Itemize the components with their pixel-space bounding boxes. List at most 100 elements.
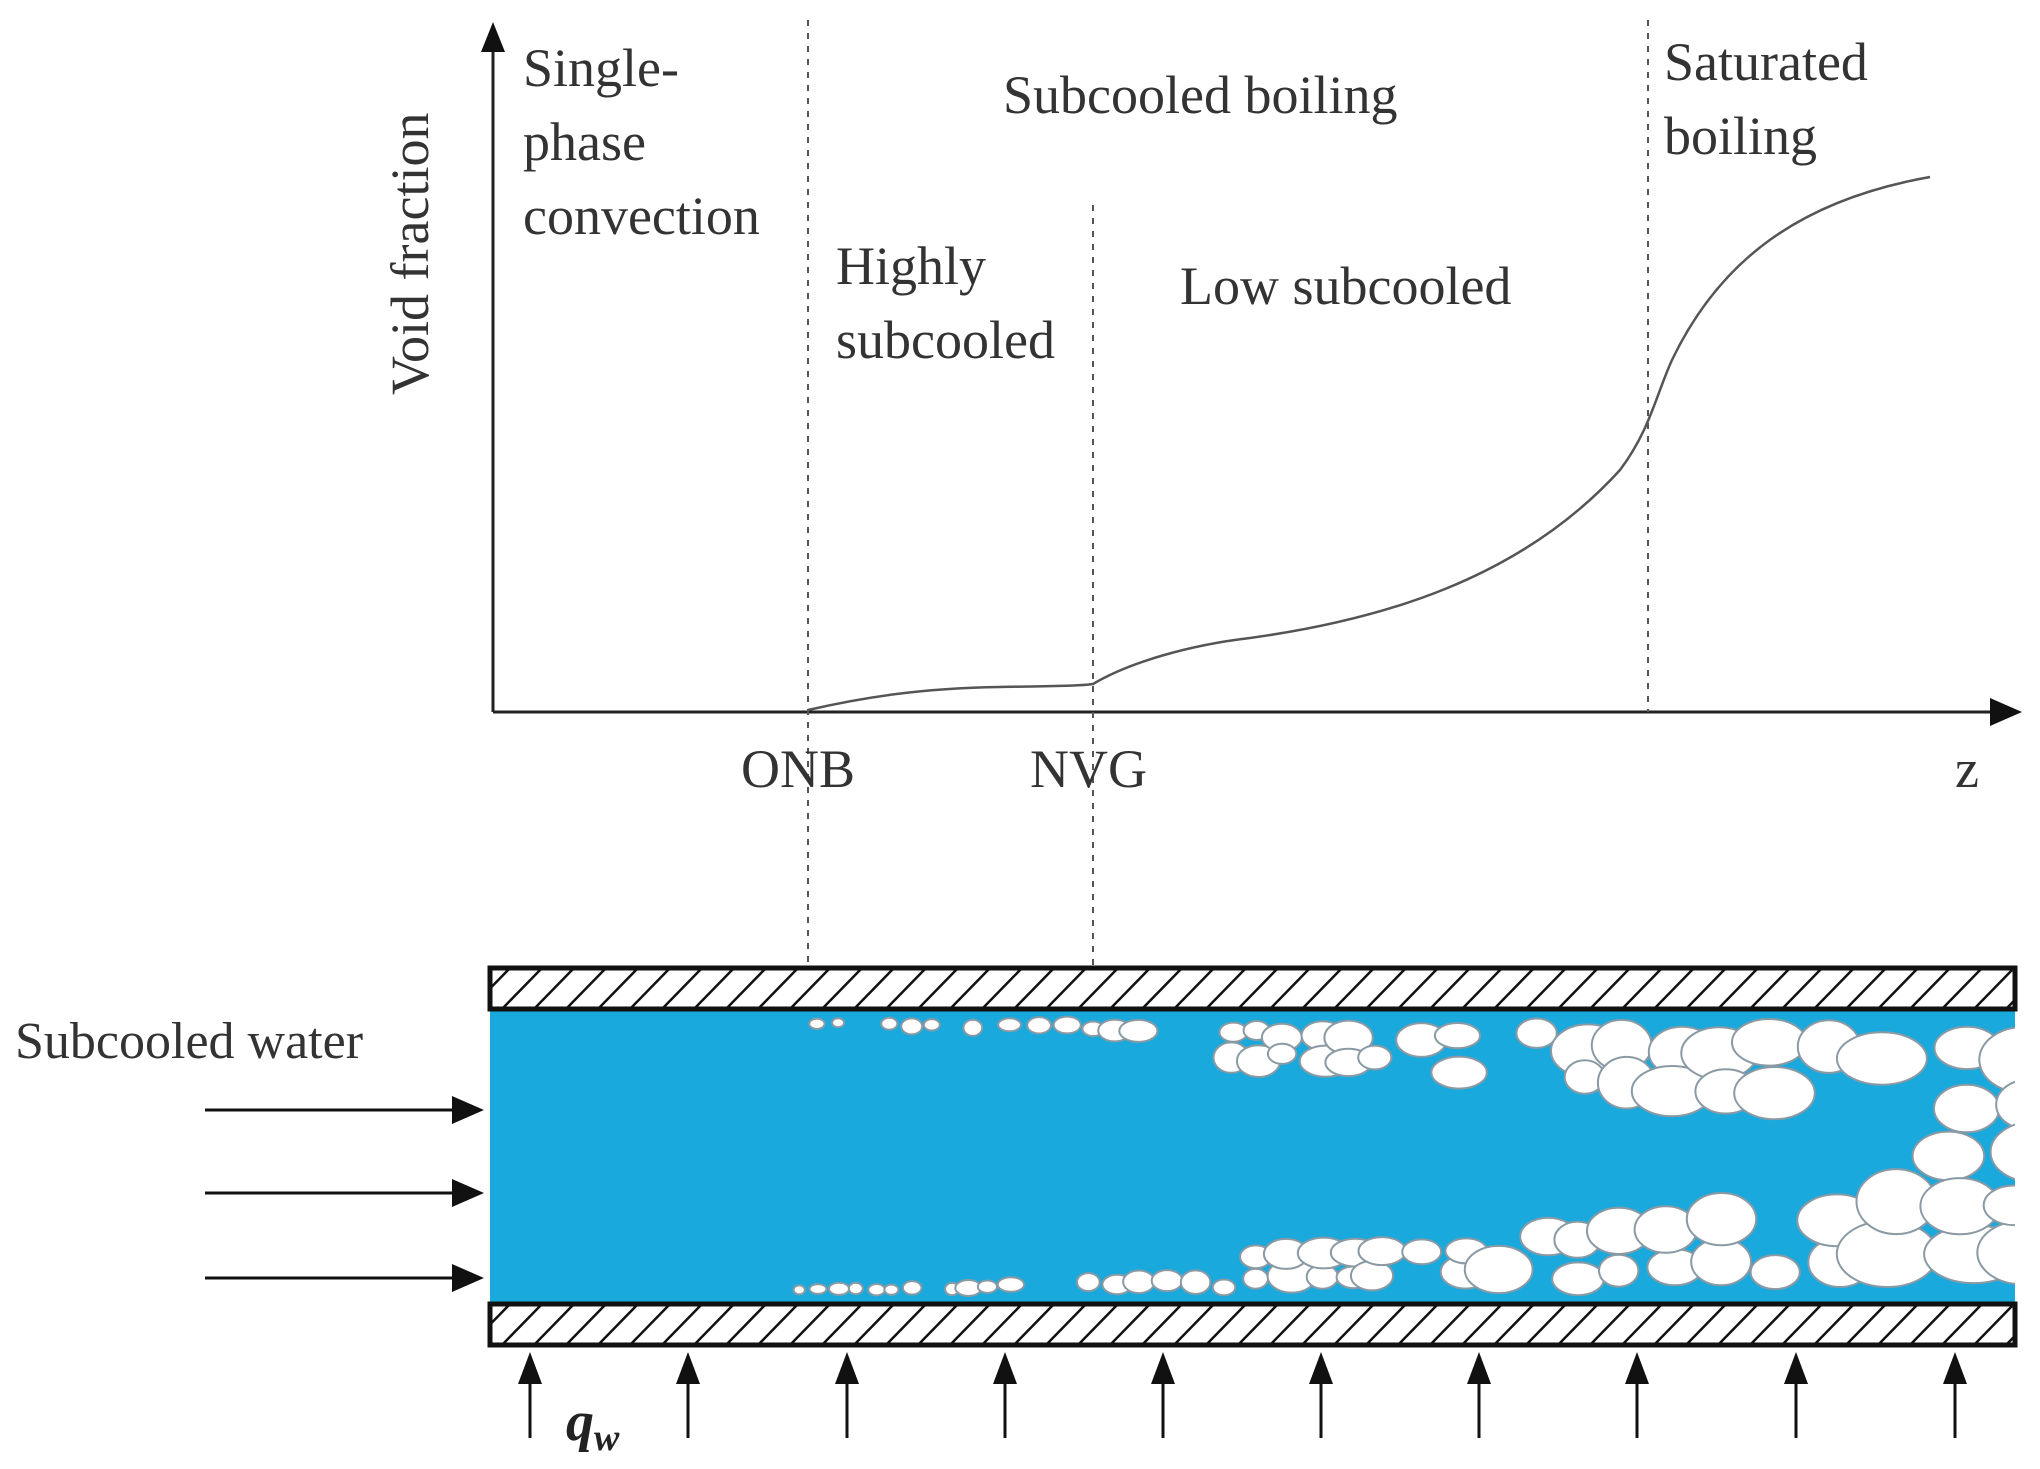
hatch-line	[725, 1304, 767, 1345]
hatch-line	[1653, 968, 1695, 1009]
vapor-bubble	[996, 1276, 1026, 1293]
hatch-line	[1717, 968, 1759, 1009]
hatch-line	[1685, 968, 1727, 1009]
hatch-line	[1813, 1304, 1855, 1345]
hatch-line	[1749, 1304, 1791, 1345]
hatch-line	[1653, 1304, 1695, 1345]
y-axis-label: Void fraction	[380, 113, 440, 395]
vapor-bubble	[1989, 1123, 2015, 1181]
heat-flux-arrowhead	[1784, 1352, 1808, 1384]
single-phase-line-3: convection	[523, 186, 760, 246]
hatch-line	[1429, 1304, 1471, 1345]
hatch-line	[597, 968, 639, 1009]
hatch-line	[1365, 1304, 1407, 1345]
vapor-bubble	[1933, 1083, 2001, 1134]
heat-flux-arrowhead	[676, 1352, 700, 1384]
hatch-line	[661, 968, 703, 1009]
hatch-line	[565, 968, 607, 1009]
hatch-line	[1877, 968, 1919, 1009]
hatch-line	[1589, 1304, 1631, 1345]
heat-flux-arrowhead	[1309, 1352, 1333, 1384]
hatch-line	[1333, 1304, 1375, 1345]
hatch-line	[981, 968, 1023, 1009]
heat-flux-arrowhead	[1943, 1352, 1967, 1384]
hatch-line	[1877, 1304, 1919, 1345]
hatch-line	[949, 968, 991, 1009]
vapor-bubble	[1685, 1192, 1758, 1247]
hatch-line	[917, 968, 959, 1009]
hatch-line	[1045, 1304, 1087, 1345]
vapor-bubble	[1515, 1017, 1558, 1049]
hatch-line	[1621, 968, 1663, 1009]
y-axis-arrowhead	[481, 22, 505, 52]
hatch-line	[821, 1304, 863, 1345]
onb-label: ONB	[741, 739, 855, 799]
plot-axes	[481, 22, 2022, 726]
vapor-bubble	[1433, 1022, 1482, 1050]
inlet-arrowhead-1	[452, 1096, 484, 1124]
hatch-line	[1461, 1304, 1503, 1345]
hatch-line	[629, 968, 671, 1009]
highly-subcooled-line-2: subcooled	[836, 310, 1055, 370]
vapor-bubble	[1551, 1261, 1605, 1297]
vapor-bubble	[1150, 1269, 1184, 1293]
hatch-line	[1173, 1304, 1215, 1345]
hatch-line	[789, 1304, 831, 1345]
vapor-bubble	[1463, 1244, 1534, 1295]
hatch-line	[1397, 1304, 1439, 1345]
hatch-line	[501, 1304, 543, 1345]
hatch-line	[981, 1304, 1023, 1345]
hatch-line	[949, 1304, 991, 1345]
vapor-bubble	[867, 1283, 886, 1297]
vapor-bubble	[1430, 1055, 1488, 1090]
hatch-line	[1941, 968, 1983, 1009]
heat-flux-arrowhead	[835, 1352, 859, 1384]
hatch-line	[1429, 968, 1471, 1009]
hatch-line	[853, 1304, 895, 1345]
vapor-bubble	[880, 1016, 899, 1031]
hatch-line	[917, 1304, 959, 1345]
vapor-bubble	[1357, 1044, 1393, 1071]
saturated-boiling-label: Saturated boiling	[1664, 32, 1868, 166]
hatch-line	[1557, 1304, 1599, 1345]
hatch-line	[693, 1304, 735, 1345]
hatch-line	[1845, 968, 1887, 1009]
hatch-line	[1781, 968, 1823, 1009]
region-separators	[807, 20, 1649, 965]
vapor-bubble	[1026, 1016, 1052, 1035]
x-axis-arrowhead	[1990, 698, 2022, 726]
vapor-bubble	[1122, 1269, 1156, 1295]
bottom-wall	[487, 1301, 2018, 1348]
hatch-line	[1013, 968, 1055, 1009]
hatch-line	[1205, 968, 1247, 1009]
vapor-bubble	[1357, 1236, 1407, 1267]
hatch-line	[1141, 968, 1183, 1009]
vapor-bubble	[1976, 1220, 2015, 1285]
hatch-line	[1333, 968, 1375, 1009]
hatch-line	[1749, 968, 1791, 1009]
heat-flux-subscript: w	[594, 1417, 620, 1459]
hatch-line	[1781, 1304, 1823, 1345]
vapor-bubble	[900, 1017, 924, 1036]
top-wall	[487, 965, 2018, 1012]
highly-subcooled-line-1: Highly	[836, 236, 986, 296]
top-wall-outline	[487, 965, 2018, 1012]
vapor-bubble	[808, 1283, 828, 1295]
vapor-bubble	[1733, 1066, 1816, 1121]
hatch-line	[501, 968, 543, 1009]
vapor-bubble	[1401, 1238, 1443, 1266]
hatch-line	[1845, 1304, 1887, 1345]
hatch-line	[757, 968, 799, 1009]
subcooled-boiling-label: Subcooled boiling	[1003, 65, 1397, 125]
hatch-line	[1205, 1304, 1247, 1345]
heat-flux-arrowhead	[1467, 1352, 1491, 1384]
hatch-line	[1141, 1304, 1183, 1345]
hatch-line	[1813, 968, 1855, 1009]
vapor-bubble	[827, 1281, 851, 1296]
single-phase-line-1: Single-	[523, 38, 679, 98]
hatch-line	[1493, 1304, 1535, 1345]
hatch-line	[821, 968, 863, 1009]
hatch-line	[597, 1304, 639, 1345]
hatch-line	[629, 1304, 671, 1345]
hatch-line	[565, 1304, 607, 1345]
